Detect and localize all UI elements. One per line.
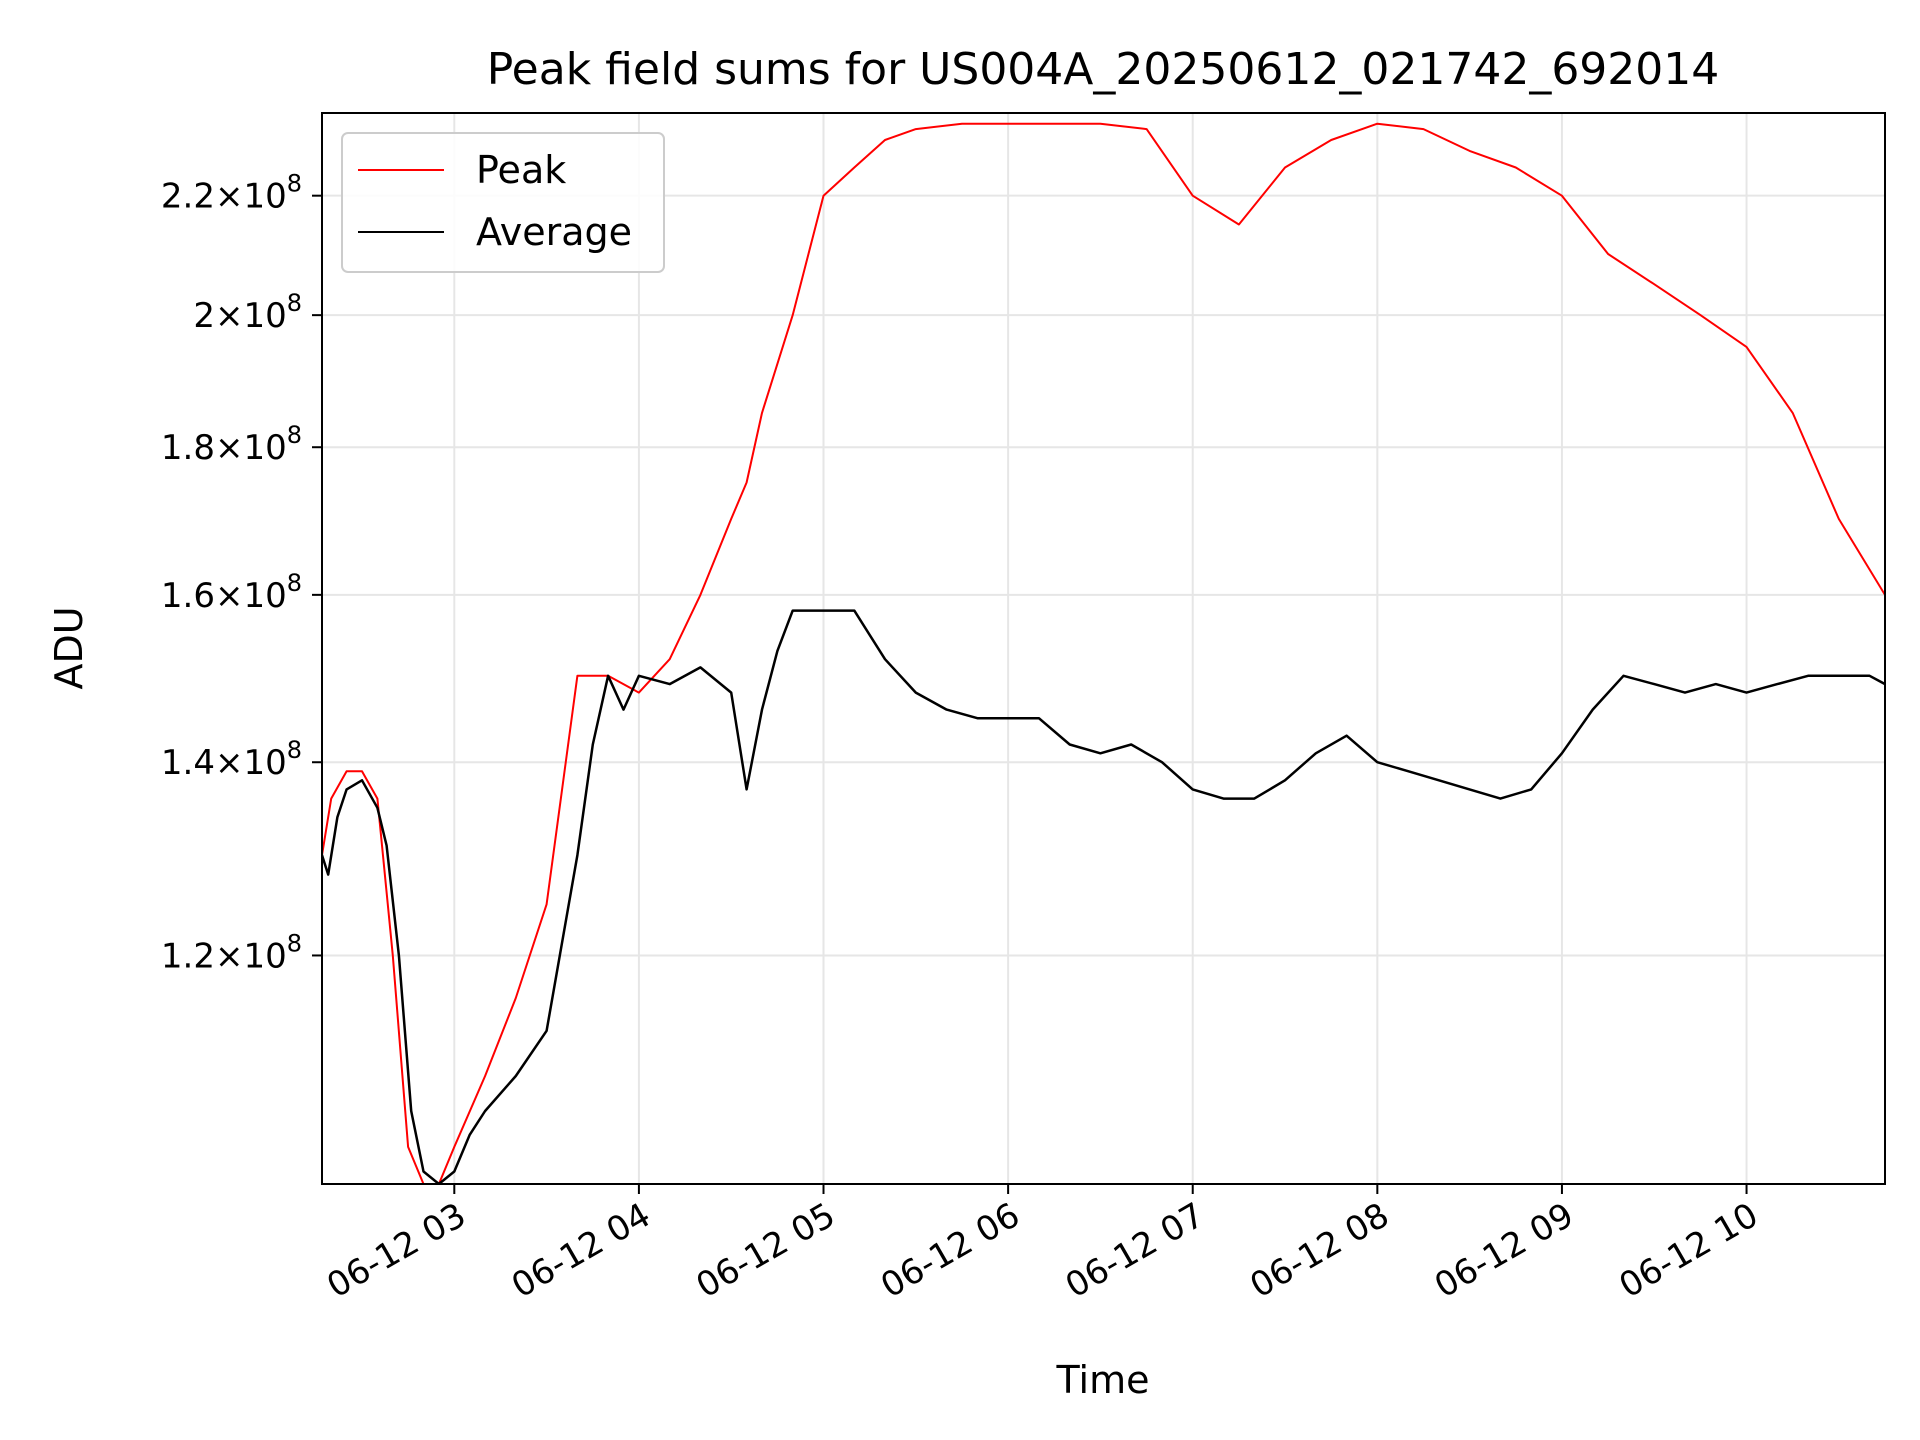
y-tick-label: 1.2×108 [161, 929, 302, 976]
plot-frame [321, 112, 1886, 1185]
y-axis: 1.2×108 1.4×108 1.6×108 1.8×108 2×108 2.2×108 [161, 170, 322, 976]
y-tick-label: 1.8×108 [161, 421, 302, 468]
y-tick-label: 2×108 [193, 289, 302, 336]
y-tick-label: 2.2×108 [161, 170, 302, 217]
legend: Peak Average [341, 132, 665, 273]
legend-box [341, 132, 665, 273]
grid [322, 113, 1885, 1184]
series-line-peak [322, 122, 1885, 1184]
legend-label-peak: Peak [476, 148, 566, 192]
legend-label-average: Average [476, 210, 632, 254]
y-axis-label: ADU [47, 606, 91, 689]
series-line-average [322, 609, 1885, 1184]
x-axis-label: Time [1056, 1358, 1150, 1402]
chart-title: Peak field sums for US004A_20250612_0217… [487, 44, 1720, 95]
y-tick-label: 1.4×108 [161, 736, 302, 783]
series-layer [322, 122, 1885, 1184]
y-tick-label: 1.6×108 [161, 569, 302, 616]
